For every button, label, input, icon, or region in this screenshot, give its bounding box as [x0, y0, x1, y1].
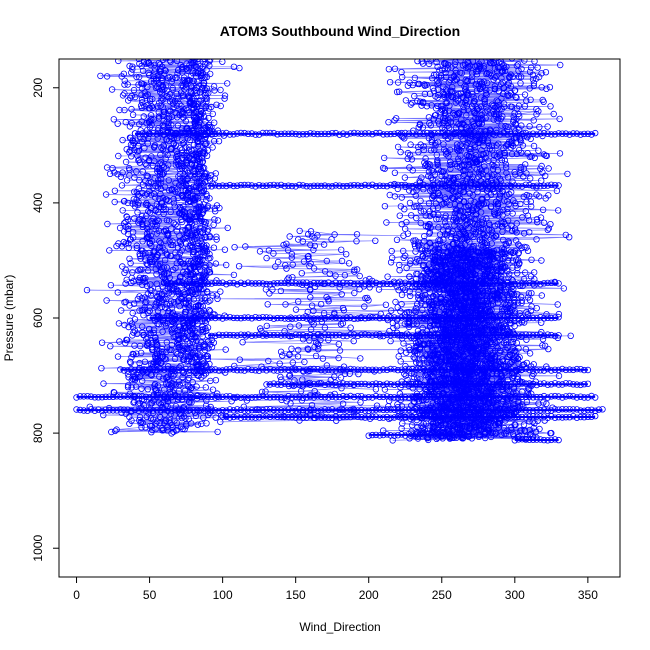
series-points [171, 59, 224, 379]
horizontal-run-points [117, 365, 592, 374]
x-tick-label: 350 [578, 588, 598, 602]
x-tick-label: 0 [73, 588, 80, 602]
y-tick-label: 200 [31, 77, 45, 97]
data-layer [73, 59, 606, 444]
horizontal-run-points [365, 430, 467, 439]
horizontal-run-points [204, 331, 562, 340]
y-tick-label: 400 [31, 193, 45, 213]
y-tick-label: 1000 [31, 535, 45, 562]
horizontal-run-points [131, 129, 599, 138]
horizontal-run-points [146, 314, 562, 323]
x-tick-label: 50 [143, 588, 157, 602]
x-tick-label: 150 [286, 588, 306, 602]
horizontal-run-points [73, 392, 599, 401]
x-tick-label: 200 [359, 588, 379, 602]
x-axis: 0 50 100 150 200 250 300 350 [73, 576, 598, 602]
x-tick-label: 250 [432, 588, 452, 602]
y-axis: 200 400 600 800 1000 [31, 77, 60, 562]
x-tick-label: 300 [505, 588, 525, 602]
horizontal-run-points [263, 380, 592, 389]
y-tick-label: 800 [31, 423, 45, 443]
horizontal-run-points [511, 436, 562, 444]
chart-title: ATOM3 Southbound Wind_Direction [220, 23, 460, 39]
horizontal-run-points [73, 406, 606, 415]
x-axis-label: Wind_Direction [299, 620, 380, 634]
y-axis-label: Pressure (mbar) [2, 275, 16, 362]
horizontal-run-points [160, 279, 562, 288]
y-tick-label: 600 [31, 308, 45, 328]
x-tick-label: 100 [213, 588, 233, 602]
horizontal-run-points [219, 412, 599, 422]
horizontal-run-points [204, 181, 562, 190]
